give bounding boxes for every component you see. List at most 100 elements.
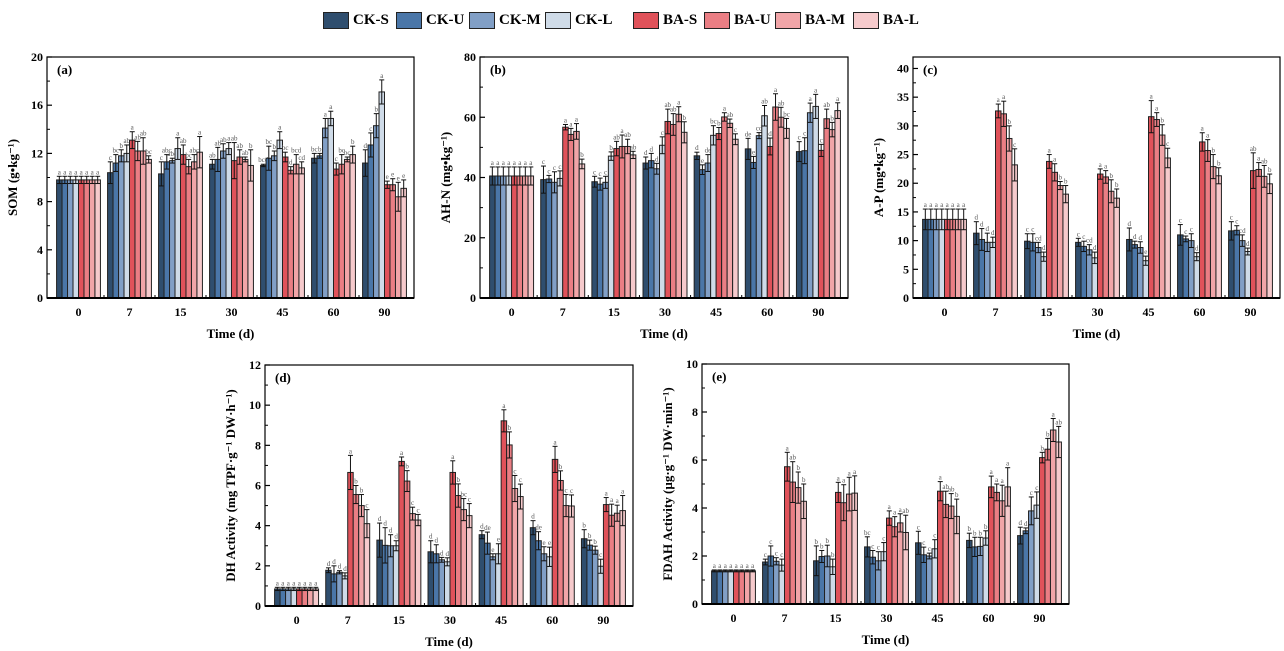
significance-label: a bbox=[786, 444, 790, 452]
legend-swatch bbox=[323, 11, 349, 29]
bar bbox=[540, 553, 548, 607]
significance-label: b bbox=[984, 523, 988, 531]
panel-label: (a) bbox=[57, 62, 72, 77]
significance-label: cd bbox=[298, 154, 305, 162]
significance-label: a bbox=[735, 562, 739, 570]
bar bbox=[392, 545, 400, 607]
significance-label: a bbox=[621, 488, 625, 496]
bar bbox=[556, 177, 564, 299]
bar bbox=[721, 116, 728, 299]
significance-label: d bbox=[695, 144, 699, 152]
significance-label: a bbox=[314, 579, 318, 587]
x-tick-label: 0 bbox=[76, 305, 82, 319]
legend-item-ba-s: BA-S bbox=[633, 8, 697, 32]
bar bbox=[307, 588, 314, 607]
x-axis-title: Time (d) bbox=[862, 632, 910, 647]
bar bbox=[61, 179, 69, 299]
significance-label: a bbox=[309, 579, 313, 587]
significance-label: a bbox=[1052, 410, 1056, 418]
bar bbox=[1051, 171, 1058, 299]
significance-label: a bbox=[951, 201, 955, 209]
bar bbox=[642, 162, 650, 299]
bar bbox=[1102, 176, 1109, 299]
legend-swatch bbox=[704, 11, 730, 29]
significance-label: c bbox=[1166, 140, 1169, 148]
y-tick-label: 6 bbox=[692, 453, 698, 467]
bar bbox=[1158, 134, 1166, 299]
significance-label: e bbox=[497, 536, 500, 544]
bar bbox=[394, 196, 402, 299]
x-tick-label: 90 bbox=[1245, 305, 1257, 319]
bar bbox=[669, 123, 677, 299]
bar bbox=[107, 172, 114, 299]
significance-label: d bbox=[383, 520, 387, 528]
bar bbox=[1215, 175, 1222, 299]
significance-label: bc bbox=[185, 151, 192, 159]
bar bbox=[580, 538, 588, 607]
bar bbox=[680, 131, 688, 299]
bar bbox=[766, 145, 774, 299]
significance-label: b bbox=[1064, 178, 1068, 186]
significance-label: a bbox=[380, 72, 384, 80]
bar bbox=[398, 460, 405, 607]
significance-label: a bbox=[1006, 460, 1010, 468]
panel-label: (c) bbox=[923, 62, 937, 77]
y-tick-label: 40 bbox=[464, 171, 476, 185]
significance-label: a bbox=[995, 476, 999, 484]
bar bbox=[271, 155, 278, 299]
bar bbox=[772, 106, 779, 299]
x-tick-label: 7 bbox=[560, 305, 566, 319]
significance-label: a bbox=[451, 453, 455, 461]
significance-label: e bbox=[542, 539, 545, 547]
bar bbox=[389, 184, 396, 299]
bar bbox=[783, 127, 790, 299]
y-tick-label: 5 bbox=[903, 262, 909, 276]
bar bbox=[336, 571, 343, 607]
bar bbox=[322, 127, 329, 299]
bar bbox=[1199, 141, 1206, 299]
significance-label: b bbox=[1268, 166, 1272, 174]
significance-label: a bbox=[298, 579, 302, 587]
bar bbox=[1188, 240, 1195, 299]
bar bbox=[942, 503, 949, 605]
bar bbox=[1046, 160, 1053, 299]
bar bbox=[823, 118, 830, 299]
bar bbox=[618, 145, 626, 299]
bar bbox=[400, 187, 407, 299]
y-tick-label: 12 bbox=[249, 358, 261, 372]
bar bbox=[1011, 164, 1018, 299]
legend-swatch bbox=[775, 11, 801, 29]
bar bbox=[762, 561, 769, 605]
y-tick-label: 16 bbox=[31, 98, 43, 112]
bar bbox=[67, 179, 74, 299]
bar bbox=[653, 168, 661, 299]
significance-label: d bbox=[650, 145, 654, 153]
significance-label: ab bbox=[220, 136, 227, 144]
bar bbox=[732, 138, 739, 299]
significance-label: bc bbox=[864, 529, 871, 537]
significance-label: a bbox=[227, 135, 231, 143]
significance-label: c bbox=[882, 535, 885, 543]
bar bbox=[1040, 256, 1047, 299]
significance-label: c bbox=[1013, 141, 1016, 149]
bar bbox=[966, 539, 973, 605]
significance-label: e bbox=[1144, 248, 1147, 256]
significance-label: bcd bbox=[258, 156, 269, 164]
bar bbox=[557, 479, 564, 607]
bar bbox=[112, 162, 120, 299]
significance-label: d bbox=[343, 565, 347, 573]
significance-label: b bbox=[796, 464, 800, 472]
bar bbox=[325, 569, 332, 607]
bar bbox=[1193, 256, 1200, 299]
y-tick-label: 0 bbox=[37, 291, 43, 305]
bar bbox=[817, 149, 825, 299]
significance-label: d bbox=[1133, 233, 1137, 241]
significance-label: c bbox=[877, 544, 880, 552]
legend-label: CK-L bbox=[575, 11, 613, 28]
significance-label: d bbox=[768, 130, 772, 138]
x-tick-label: 7 bbox=[782, 611, 788, 625]
y-tick-label: 80 bbox=[464, 50, 476, 64]
bar bbox=[1044, 448, 1051, 605]
bar bbox=[755, 135, 763, 299]
